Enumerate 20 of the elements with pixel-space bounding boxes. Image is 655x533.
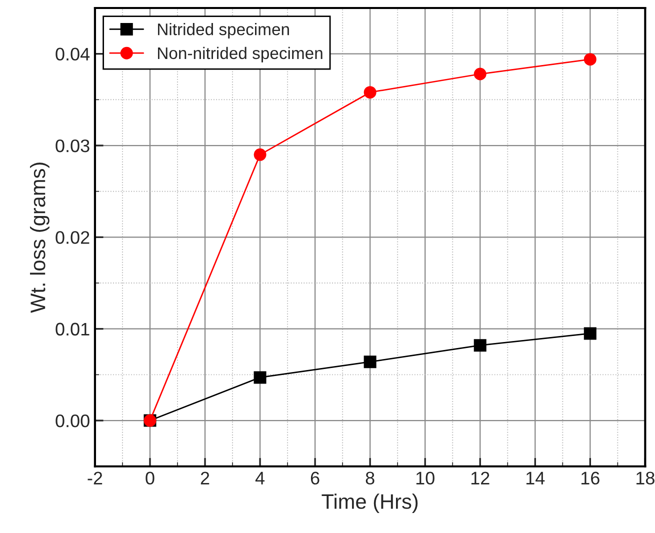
x-tick-label: 14 <box>526 472 545 484</box>
x-tick-label: 10 <box>416 472 434 484</box>
y-axis-title: Wt. loss (grams) <box>30 162 50 313</box>
x-tick-label: 6 <box>310 472 320 484</box>
x-tick-label: 8 <box>366 472 374 484</box>
x-tick-label: 4 <box>255 472 265 484</box>
y-tick-label: 0.04 <box>56 48 90 61</box>
x-tick-label: 18 <box>636 472 654 484</box>
x-axis-title: Time (Hrs) <box>322 494 418 514</box>
x-tick-label: 0 <box>146 472 154 484</box>
y-tick-label: 0.00 <box>56 414 90 428</box>
legend-label: Non-nitrided specimen <box>158 46 322 62</box>
x-tick-label: -2 <box>88 472 102 484</box>
y-tick-label: 0.01 <box>56 322 90 336</box>
y-tick-label: 0.02 <box>56 231 90 244</box>
x-tick-label: 12 <box>471 472 490 484</box>
legend-label: Nitrided specimen <box>158 22 289 39</box>
x-tick-label: 16 <box>581 472 600 484</box>
y-tick-label: 0.03 <box>56 139 90 152</box>
x-tick-label: 2 <box>200 472 210 484</box>
